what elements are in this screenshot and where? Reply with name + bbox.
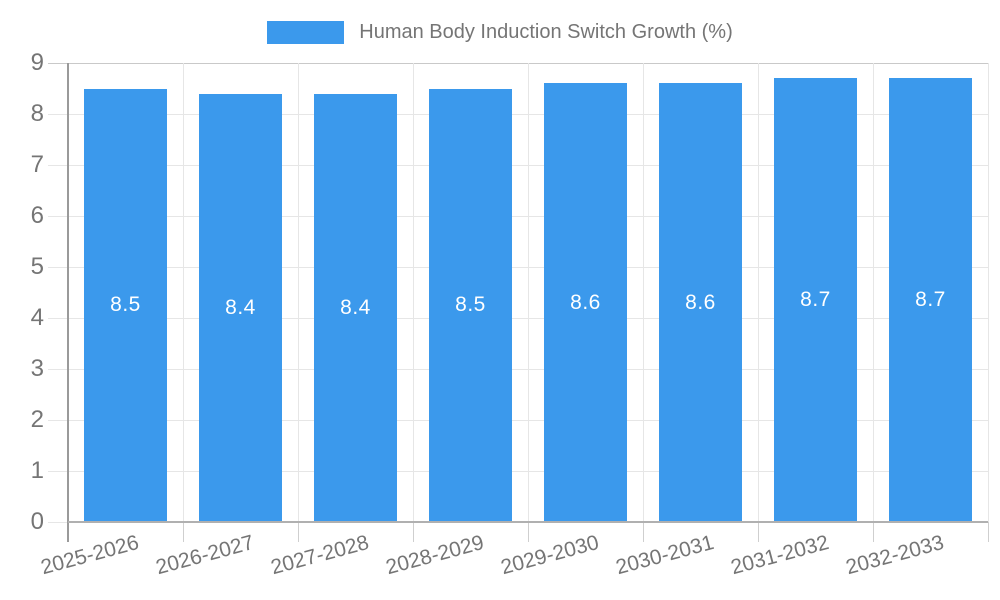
bar[interactable]: 8.4 (199, 93, 282, 522)
x-axis-tick (872, 522, 874, 542)
y-axis-tick-label: 9 (30, 49, 44, 76)
x-axis-tick (642, 522, 644, 542)
gridline-horizontal (48, 215, 988, 217)
x-axis-category-label: 2028-2029 (383, 531, 487, 580)
bar-value-label: 8.6 (570, 290, 601, 314)
y-axis-tick-label: 2 (30, 406, 44, 433)
x-axis-category-label: 2032-2033 (843, 531, 947, 580)
gridline-vertical (642, 63, 644, 522)
gridline-horizontal (48, 164, 988, 166)
x-axis-category-label: 2025-2026 (38, 531, 142, 580)
x-axis-line (68, 521, 988, 523)
x-axis-tick (182, 522, 184, 542)
gridline-vertical (872, 63, 874, 522)
y-axis-tick-label: 1 (30, 457, 44, 484)
gridline-vertical (757, 63, 759, 522)
x-axis-tick (757, 522, 759, 542)
bar[interactable]: 8.5 (429, 88, 512, 522)
y-axis-tick-label: 0 (30, 508, 44, 535)
bar-value-label: 8.7 (800, 288, 831, 312)
y-axis-tick-label: 4 (30, 304, 44, 331)
y-axis-tick-label: 6 (30, 202, 44, 229)
x-axis-category-label: 2027-2028 (268, 531, 372, 580)
gridline-horizontal (48, 470, 988, 472)
bar-value-label: 8.5 (110, 293, 141, 317)
gridline-vertical (412, 63, 414, 522)
x-axis-tick (527, 522, 529, 542)
gridline-vertical (527, 63, 529, 522)
gridline-horizontal (48, 113, 988, 115)
bar[interactable]: 8.5 (84, 88, 167, 522)
x-axis-category-label: 2030-2031 (613, 531, 717, 580)
bar-value-label: 8.5 (455, 293, 486, 317)
bar-value-label: 8.4 (225, 295, 256, 319)
bar-value-label: 8.4 (340, 295, 371, 319)
x-axis-category-label: 2031-2032 (728, 531, 832, 580)
x-axis-category-label: 2029-2030 (498, 531, 602, 580)
legend-label: Human Body Induction Switch Growth (%) (359, 21, 733, 43)
bar-value-label: 8.6 (685, 290, 716, 314)
bar[interactable]: 8.7 (889, 78, 972, 522)
x-axis-category-label: 2026-2027 (153, 531, 257, 580)
bar[interactable]: 8.4 (314, 93, 397, 522)
gridline-vertical (297, 63, 299, 522)
gridline-horizontal (48, 266, 988, 268)
legend-swatch-icon (267, 20, 345, 44)
bar[interactable]: 8.6 (544, 83, 627, 522)
gridline-vertical (987, 63, 989, 522)
y-axis-tick-label: 3 (30, 355, 44, 382)
gridline-horizontal (48, 419, 988, 421)
x-axis-tick (297, 522, 299, 542)
y-axis-line (67, 63, 69, 542)
x-axis-tick (412, 522, 414, 542)
y-axis-tick-label: 5 (30, 253, 44, 280)
gridline-horizontal (48, 317, 988, 319)
bar-value-label: 8.7 (915, 288, 946, 312)
gridline-horizontal (48, 62, 988, 64)
x-axis-tick (987, 522, 989, 542)
bar[interactable]: 8.7 (774, 78, 857, 522)
legend[interactable]: Human Body Induction Switch Growth (%) (0, 16, 1000, 48)
y-axis-tick-label: 8 (30, 100, 44, 127)
gridline-horizontal (48, 368, 988, 370)
gridline-vertical (182, 63, 184, 522)
bar[interactable]: 8.6 (659, 83, 742, 522)
y-axis-tick-label: 7 (30, 151, 44, 178)
